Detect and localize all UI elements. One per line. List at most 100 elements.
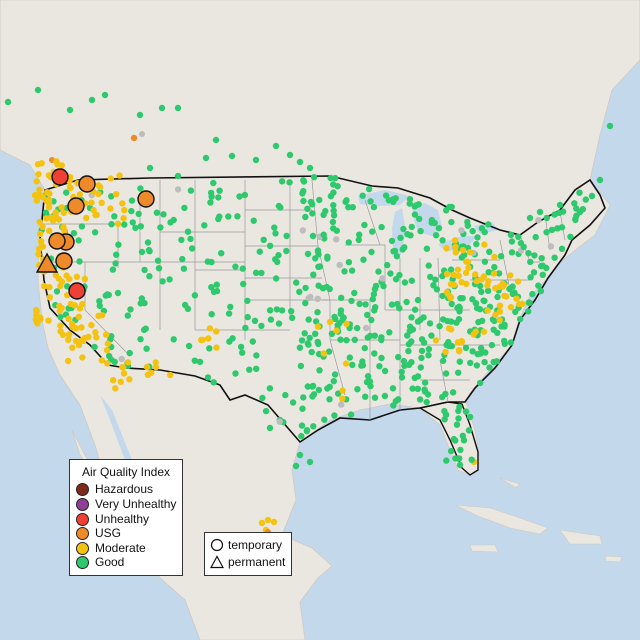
moderate-monitor-dot [44,189,51,196]
good-monitor-dot [414,385,421,392]
good-monitor-dot [439,237,446,244]
good-monitor-dot [362,301,369,308]
good-monitor-dot [420,314,427,321]
moderate-monitor-dot [339,395,346,402]
good-monitor-dot [435,225,443,232]
good-monitor-dot [330,202,337,209]
good-monitor-dot [548,226,556,233]
good-monitor-dot [330,189,337,196]
good-monitor-dot [298,422,306,429]
good-monitor-dot [387,270,394,277]
good-monitor-dot [207,199,214,206]
good-monitor-dot [132,224,139,232]
good-monitor-dot [388,301,396,308]
good-monitor-dot [567,233,574,240]
good-monitor-dot [411,203,418,210]
good-monitor-dot [382,192,390,199]
good-monitor-dot [109,266,117,273]
moderate-monitor-dot [112,385,119,392]
good-monitor-dot [309,232,317,240]
good-monitor-dot [304,383,311,390]
good-monitor-dot [464,218,471,226]
moderate-monitor-dot [462,269,470,277]
good-monitor-dot [128,207,135,215]
good-monitor-dot [573,205,580,212]
good-monitor-dot [226,338,233,345]
good-monitor-dot [102,292,110,299]
good-monitor-dot [404,332,411,339]
moderate-monitor-dot [342,360,350,367]
good-monitor-dot [351,289,358,297]
moderate-monitor-dot [64,357,72,365]
good-monitor-dot [384,261,391,269]
moderate-monitor-dot [36,230,44,237]
moderate-monitor-dot [496,316,503,324]
temporary-monitor-marker[interactable] [137,190,155,208]
moderate-monitor-dot [65,315,72,322]
good-monitor-dot [371,394,379,401]
good-monitor-dot [136,111,144,119]
good-monitor-dot [405,341,413,348]
unhealthy-swatch-icon [76,513,89,526]
good-monitor-dot [299,227,306,234]
temporary-monitor-marker[interactable] [48,232,66,250]
moderate-monitor-dot [107,175,115,182]
good-monitor-dot [443,457,450,464]
good-monitor-dot [320,231,327,238]
legend-title: Air Quality Index [81,465,171,479]
good-monitor-dot [101,91,109,99]
good-monitor-dot [531,252,538,259]
temporary-monitor-marker[interactable] [67,197,85,215]
good-monitor-dot [390,402,397,409]
good-monitor-dot [430,282,437,289]
good-monitor-dot [66,106,74,114]
good-monitor-dot [202,154,210,162]
temporary-monitor-marker[interactable] [55,252,73,270]
good-monitor-dot [425,262,432,269]
good-monitor-dot [196,358,204,365]
good-monitor-dot [512,308,519,316]
temporary-monitor-marker[interactable] [78,175,96,193]
good-monitor-dot [579,206,587,213]
good-monitor-dot [232,370,239,377]
good-monitor-dot [335,390,342,397]
good-monitor-dot [370,290,378,298]
moderate-swatch-icon [76,542,89,555]
good-swatch-icon [76,556,89,569]
good-monitor-dot [289,314,296,321]
good-monitor-dot [91,229,99,236]
good-monitor-dot [530,269,538,276]
good-monitor-dot [240,280,247,288]
moderate-monitor-dot [452,249,459,256]
moderate-monitor-dot [326,318,334,325]
moderate-monitor-dot [507,272,514,279]
good-monitor-dot [442,370,450,377]
good-monitor-dot [174,186,182,193]
good-monitor-dot [272,142,280,150]
good-monitor-dot [170,336,177,343]
good-monitor-dot [273,306,281,313]
elevated-aqi-monitors[interactable] [35,168,155,300]
good-monitor-dot [228,152,236,160]
good-monitor-dot [174,104,182,112]
good-monitor-dot [181,204,188,212]
moderate-monitor-dot [447,294,454,302]
good-monitor-dot [179,255,186,263]
good-monitor-dot [423,245,431,252]
good-monitor-dot [208,193,215,200]
good-monitor-dot [208,258,215,266]
good-monitor-dot [495,270,503,277]
good-monitor-dot [572,216,579,223]
good-monitor-dot [236,193,243,200]
good-monitor-dot [606,122,614,130]
good-monitor-dot [331,313,338,321]
moderate-monitor-dot [466,249,474,256]
good-monitor-dot [364,311,371,319]
good-monitor-dot [146,164,154,172]
temporary-monitor-marker[interactable] [51,168,69,186]
good-monitor-dot [411,374,418,381]
good-monitor-dot [191,357,198,364]
good-monitor-dot [456,358,463,365]
temporary-monitor-marker[interactable] [68,282,86,300]
permanent-monitor-marker[interactable] [35,252,59,273]
